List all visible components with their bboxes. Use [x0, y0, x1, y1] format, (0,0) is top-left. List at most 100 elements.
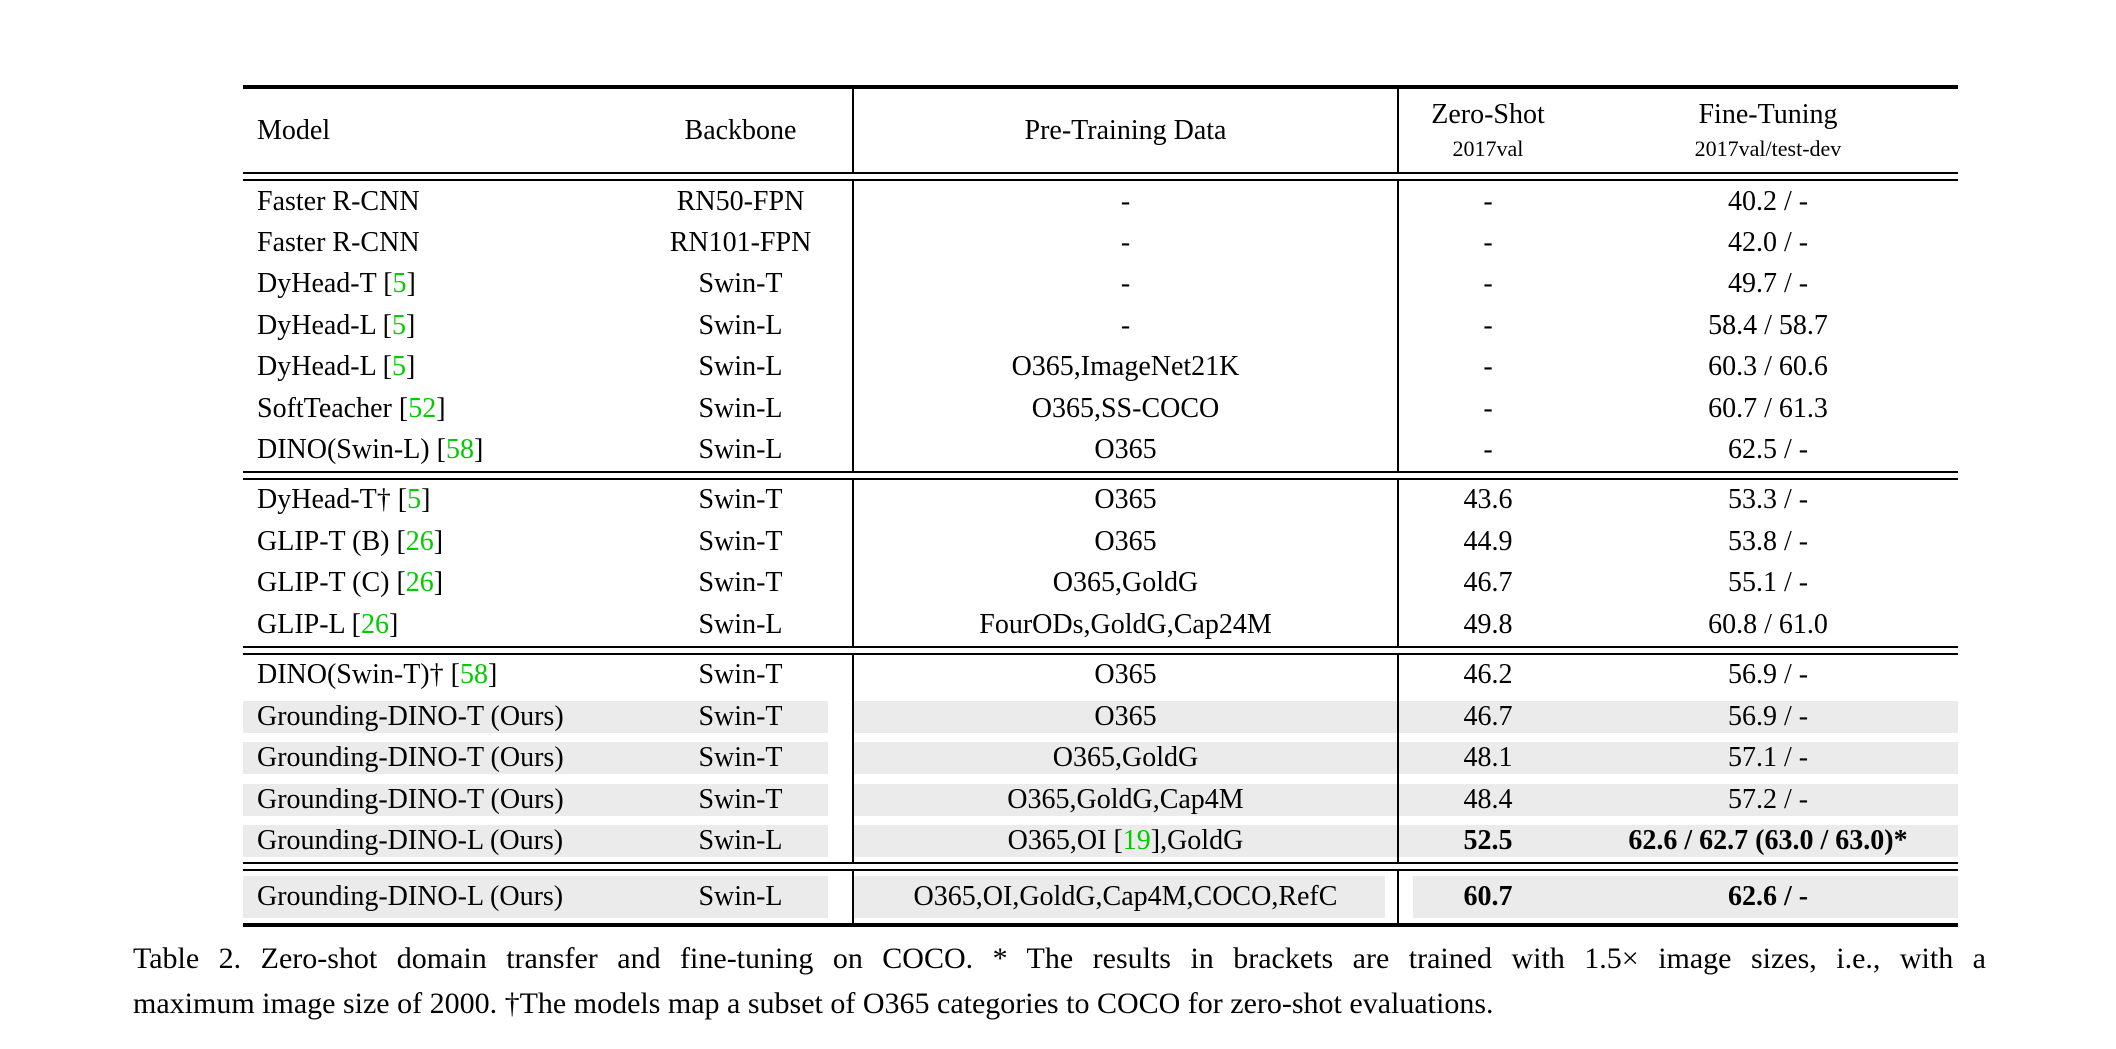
header-fine-tuning: Fine-Tuning 2017val/test-dev	[1578, 99, 1958, 162]
text-run: Grounding-DINO-T (Ours)	[257, 783, 564, 815]
text-run: O365,GoldG	[1052, 742, 1199, 774]
text-run: FourODs,GoldG,Cap24M	[979, 608, 1272, 640]
table-section-zeroshot-baselines: DyHead-T† [5] Swin-T O365 43.6 53.3 / - …	[243, 480, 1958, 646]
model-cell: Grounding-DINO-L (Ours)	[243, 824, 628, 857]
table-row: Grounding-DINO-T (Ours) Swin-T O365,Gold…	[243, 738, 1958, 779]
text-run: -	[1120, 185, 1131, 217]
text-run: GLIP-T (B) [	[257, 525, 406, 557]
text-run: O365,GoldG	[1052, 567, 1199, 599]
text-run: Faster R-CNN	[257, 227, 420, 259]
fine-tuning-cell: 49.7 / -	[1727, 268, 1809, 300]
model-cell: DyHead-L [5]	[243, 351, 628, 383]
zero-shot-cell: 48.4	[1398, 783, 1578, 816]
text-run: ]	[421, 484, 431, 516]
model-cell: DyHead-T [5]	[243, 268, 628, 300]
text-run: GLIP-T (C) [	[257, 567, 406, 599]
zero-shot-cell: 49.8	[1463, 608, 1513, 640]
text-run: ],GoldG	[1150, 824, 1244, 856]
text-run: ]	[406, 351, 416, 383]
table-bottom-rule	[243, 922, 1958, 927]
text-run: SoftTeacher [	[257, 392, 409, 424]
text-run: O365	[1094, 659, 1157, 691]
zero-shot-cell: 46.7	[1463, 567, 1513, 599]
pretraining-cell: O365,OI [19],GoldG	[853, 824, 1398, 857]
text-run: Faster R-CNN	[257, 185, 420, 217]
text-run: O365,ImageNet21K	[1011, 351, 1240, 383]
pretraining-cell: FourODs,GoldG,Cap24M	[853, 609, 1398, 641]
caption-line-1: Table 2. Zero-shot domain transfer and f…	[133, 942, 1986, 975]
table-caption: Table 2. Zero-shot domain transfer and f…	[133, 936, 1986, 1026]
backbone-cell: RN101-FPN	[669, 227, 812, 259]
text-run: O365	[1094, 434, 1157, 466]
pretraining-cell: O365	[853, 484, 1398, 516]
text-run: O365,OI [	[1007, 824, 1123, 856]
backbone-cell: Swin-T	[698, 525, 783, 557]
table-section-final: Grounding-DINO-L (Ours) Swin-L O365,OI,G…	[243, 871, 1958, 923]
pretraining-cell: O365	[853, 700, 1398, 733]
text-run: DINO(Swin-L) [	[257, 434, 446, 466]
pretraining-cell: O365,OI,GoldG,Cap4M,COCO,RefC	[853, 875, 1398, 918]
citation-ref: 26	[405, 567, 434, 599]
pretraining-cell: O365,ImageNet21K	[853, 351, 1398, 383]
zero-shot-cell: -	[1483, 185, 1493, 217]
backbone-cell: Swin-L	[698, 309, 783, 341]
model-cell: GLIP-L [26]	[243, 609, 628, 641]
citation-ref: 5	[392, 351, 407, 383]
fine-tuning-cell: 57.1 / -	[1578, 742, 1958, 775]
pretraining-cell: O365	[853, 526, 1398, 558]
zero-shot-cell: 43.6	[1463, 484, 1513, 516]
table-row: Faster R-CNN RN50-FPN - - 40.2 / -	[243, 181, 1958, 222]
backbone-cell: Swin-L	[698, 608, 783, 640]
zero-shot-cell: -	[1483, 227, 1493, 259]
text-run: ]	[487, 659, 498, 691]
pretraining-cell: O365,SS-COCO	[853, 393, 1398, 425]
text-run: O365,OI,GoldG,Cap4M,COCO,RefC	[913, 880, 1338, 912]
citation-ref: 26	[405, 525, 434, 557]
zero-shot-cell: 44.9	[1463, 525, 1513, 557]
text-run: ]	[433, 525, 444, 557]
text-run: O365	[1094, 700, 1157, 732]
fine-tuning-cell: 42.0 / -	[1727, 227, 1809, 259]
zero-shot-cell: -	[1483, 351, 1493, 383]
header-zero-shot: Zero-Shot 2017val	[1398, 99, 1578, 162]
header-fine-tuning-sub: 2017val/test-dev	[1694, 136, 1842, 161]
header-backbone: Backbone	[684, 114, 797, 146]
model-cell: Faster R-CNN	[243, 227, 628, 259]
caption-line-2: maximum image size of 2000. †The models …	[133, 987, 1494, 1020]
zero-shot-cell: -	[1483, 268, 1493, 300]
table-row: GLIP-T (B) [26] Swin-T O365 44.9 53.8 / …	[243, 521, 1958, 563]
header-fine-tuning-label: Fine-Tuning	[1698, 99, 1838, 130]
text-run: -	[1120, 309, 1131, 341]
header-separator-rule	[243, 172, 1958, 181]
fine-tuning-cell: 53.3 / -	[1727, 484, 1809, 516]
text-run: GLIP-L [	[257, 608, 361, 640]
backbone-cell: Swin-T	[698, 484, 783, 516]
zero-shot-cell: -	[1483, 434, 1493, 466]
fine-tuning-cell: 60.7 / 61.3	[1708, 392, 1828, 424]
header-zero-shot-label: Zero-Shot	[1431, 99, 1545, 130]
model-cell: GLIP-T (B) [26]	[243, 526, 628, 558]
pretraining-cell: O365,GoldG	[853, 742, 1398, 775]
zero-shot-cell: 52.5	[1398, 824, 1578, 857]
results-table: Model Backbone Pre-Training Data Zero-Sh…	[243, 85, 1958, 927]
fine-tuning-cell: 40.2 / -	[1727, 185, 1809, 217]
header-pretraining-data: Pre-Training Data	[1024, 114, 1227, 146]
model-cell: Grounding-DINO-L (Ours)	[243, 875, 628, 918]
fine-tuning-cell: 62.6 / -	[1578, 875, 1958, 918]
text-run: DyHead-T [	[257, 268, 393, 300]
table-row: GLIP-T (C) [26] Swin-T O365,GoldG 46.7 5…	[243, 563, 1958, 605]
table-row: Faster R-CNN RN101-FPN - - 42.0 / -	[243, 222, 1958, 263]
text-run: DINO(Swin-T)† [	[257, 659, 460, 691]
backbone-cell: Swin-T	[628, 742, 853, 775]
fine-tuning-cell: 62.5 / -	[1727, 434, 1809, 466]
backbone-cell: Swin-T	[698, 268, 783, 300]
citation-ref: 5	[392, 268, 407, 300]
zero-shot-cell: 46.2	[1463, 659, 1513, 691]
zero-shot-cell: 48.1	[1398, 742, 1578, 775]
backbone-cell: Swin-L	[628, 824, 853, 857]
model-cell: SoftTeacher [52]	[243, 393, 628, 425]
text-run: ]	[406, 268, 416, 300]
backbone-cell: RN50-FPN	[676, 185, 805, 217]
table-row: SoftTeacher [52] Swin-L O365,SS-COCO - 6…	[243, 388, 1958, 429]
